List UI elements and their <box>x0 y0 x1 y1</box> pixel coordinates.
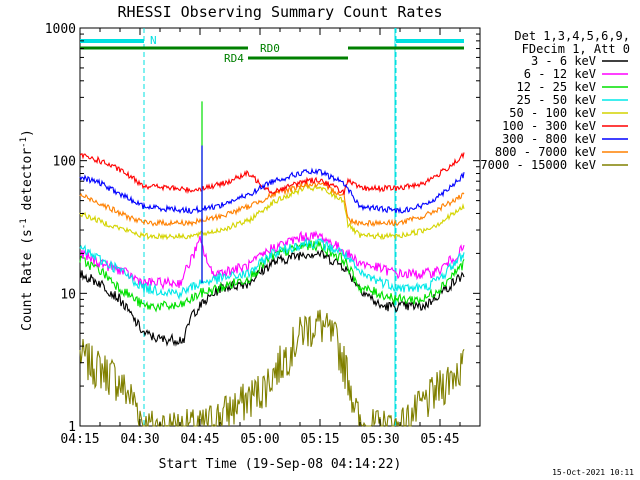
chart-title: RHESSI Observing Summary Count Rates <box>117 3 442 21</box>
legend-label-2: 12 - 25 keV <box>517 80 596 94</box>
x-tick-label: 05:15 <box>300 432 339 447</box>
x-tick-label: 05:00 <box>240 432 279 447</box>
x-tick-label: 04:30 <box>120 432 159 447</box>
plot-area: N RD0 RD4 <box>79 27 481 427</box>
legend-label-3: 25 - 50 keV <box>517 93 596 107</box>
legend: Det 1,3,4,5,6,9, FDecim 1, Att 0 3 - 6 k… <box>480 29 630 172</box>
series-line-5 <box>79 152 465 196</box>
x-tick-label: 05:30 <box>360 432 399 447</box>
legend-label-0: 3 - 6 keV <box>531 54 596 68</box>
series-line-4 <box>79 184 465 241</box>
rd4-flag-label: RD4 <box>224 52 244 65</box>
x-axis: 04:15 04:30 04:45 05:00 05:15 05:30 05:45 <box>60 28 481 447</box>
legend-label-4: 50 - 100 keV <box>509 106 596 120</box>
series-line-1 <box>79 230 465 291</box>
series-line-0 <box>79 248 465 347</box>
series-line-6 <box>79 167 465 215</box>
series-line-8 <box>79 309 465 427</box>
legend-label-5: 100 - 300 keV <box>502 119 596 133</box>
night-flag-label: N <box>150 34 157 47</box>
legend-header-line-1: Det 1,3,4,5,6,9, <box>514 29 630 43</box>
legend-header-line-2: FDecim 1, Att 0 <box>522 42 630 56</box>
x-axis-label: Start Time (19-Sep-08 04:14:22) <box>159 457 402 472</box>
y-tick-label: 1000 <box>45 22 76 37</box>
legend-label-7: 800 - 7000 keV <box>495 145 596 159</box>
x-tick-label: 05:45 <box>420 432 459 447</box>
y-axis-label: Count Rate (s-1 detector-1) <box>19 129 35 331</box>
y-tick-label: 1 <box>68 420 76 435</box>
x-tick-label: 04:15 <box>60 432 99 447</box>
x-tick-label: 04:45 <box>180 432 219 447</box>
rd0-flag-label: RD0 <box>260 42 280 55</box>
y-tick-label: 100 <box>53 155 76 170</box>
series-line-7 <box>79 180 465 228</box>
series-line-3 <box>79 237 465 301</box>
legend-label-6: 300 - 800 keV <box>502 132 596 146</box>
legend-label-8: 7000 - 15000 keV <box>480 158 596 172</box>
footer-date: 15-Oct-2021 10:11 <box>552 468 634 477</box>
y-axis: 1 10 100 1000 <box>45 22 480 435</box>
legend-label-1: 6 - 12 keV <box>524 67 596 81</box>
plot-frame <box>79 27 481 427</box>
y-tick-label: 10 <box>60 287 76 302</box>
